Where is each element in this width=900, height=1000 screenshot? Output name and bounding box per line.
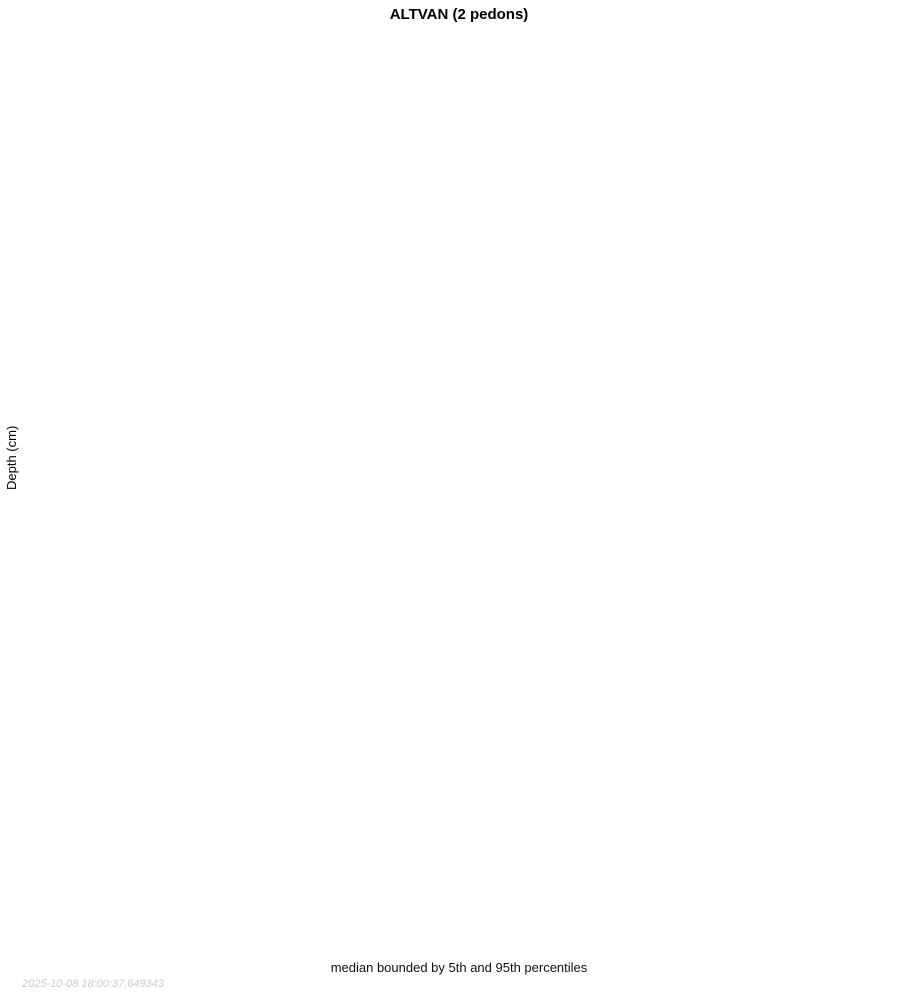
timestamp: 2025-10-08 18:00:37.649343 <box>22 978 164 990</box>
y-axis-label: Depth (cm) <box>4 425 19 490</box>
caption: median bounded by 5th and 95th percentil… <box>330 960 588 975</box>
page-title: ALTVAN (2 pedons) <box>389 6 529 23</box>
